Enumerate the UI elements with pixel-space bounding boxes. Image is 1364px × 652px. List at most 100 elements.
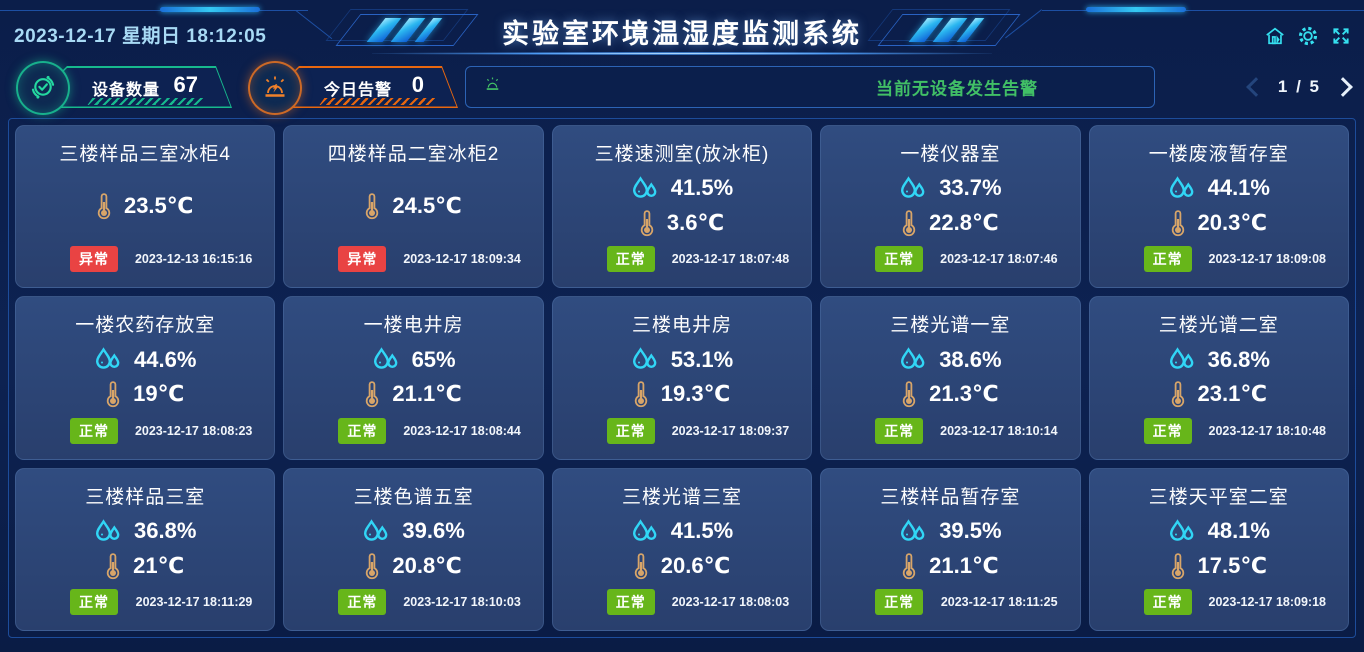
thermometer-icon: [97, 192, 111, 220]
room-name: 三楼光谱二室: [1158, 315, 1279, 337]
temperature-value: 20.3℃: [1197, 209, 1268, 235]
humidity-icon: [631, 176, 658, 201]
card-metrics: 33.7% 22.8℃: [821, 166, 1079, 246]
humidity-metric: 38.6%: [821, 347, 1079, 373]
timestamp: 2023-12-17 18:10:03: [403, 594, 521, 609]
room-card[interactable]: 三楼光谱一室 38.6%: [820, 296, 1081, 460]
temperature-metric: 22.8℃: [821, 209, 1079, 237]
room-name: 三楼样品暂存室: [880, 486, 1021, 508]
timestamp: 2023-12-17 18:11:29: [135, 594, 253, 609]
card-footer: 正常 2023-12-17 18:09:37: [553, 417, 811, 444]
alarm-widget-hatch: [319, 98, 437, 105]
thermometer-icon: [106, 552, 120, 580]
room-name: 一楼仪器室: [900, 144, 1001, 165]
humidity-icon: [94, 347, 121, 372]
header-deco-line-right: [1042, 10, 1364, 11]
room-card[interactable]: 三楼光谱三室 41.5%: [551, 467, 813, 631]
humidity-icon: [1168, 176, 1195, 201]
room-name: 三楼电井房: [631, 315, 732, 337]
room-card[interactable]: 三楼天平室二室 48.1%: [1088, 467, 1349, 631]
header-deco-line-left: [0, 10, 308, 11]
home-icon[interactable]: [1264, 25, 1286, 47]
card-footer: 正常 2023-12-17 18:08:03: [553, 588, 811, 615]
status-badge: 正常: [1143, 588, 1192, 615]
humidity-value: 38.6%: [939, 346, 1002, 372]
card-footer: 正常 2023-12-17 18:10:03: [284, 588, 542, 615]
card-metrics: 65% 21.1℃: [284, 337, 542, 417]
room-card[interactable]: 一楼废液暂存室 44.1%: [1088, 125, 1349, 289]
temperature-value: 19.3℃: [660, 381, 731, 407]
today-alarm-value: 0: [411, 72, 424, 97]
status-badge: 正常: [1143, 246, 1192, 273]
thermometer-icon: [902, 380, 916, 408]
humidity-icon: [362, 518, 389, 544]
room-name: 一楼农药存放室: [75, 315, 216, 337]
next-page-button[interactable]: [1333, 77, 1353, 97]
card-footer: 正常 2023-12-17 18:09:18: [1090, 588, 1348, 615]
room-card[interactable]: 三楼电井房 53.1%: [551, 296, 813, 460]
thermometer-icon: [1171, 209, 1185, 237]
humidity-value: 65%: [411, 346, 456, 372]
room-card[interactable]: 四楼样品二室冰柜2: [283, 125, 544, 289]
header-glow-bar-right: [1086, 7, 1186, 12]
timestamp: 2023-12-17 18:11:25: [940, 594, 1058, 609]
humidity-value: 36.8%: [134, 518, 197, 544]
status-badge: 正常: [875, 246, 924, 273]
room-card[interactable]: 三楼样品三室冰柜4: [15, 125, 276, 289]
card-metrics: 41.5% 20.6℃: [553, 509, 811, 589]
thermometer-icon: [365, 192, 379, 220]
room-card[interactable]: 一楼农药存放室 44.6%: [15, 296, 276, 460]
room-card[interactable]: 三楼样品三室 36.8%: [15, 467, 276, 631]
room-card[interactable]: 三楼速测室(放冰柜) 41.5%: [551, 125, 813, 289]
timestamp: 2023-12-17 18:09:34: [403, 252, 521, 267]
status-badge: 正常: [1143, 417, 1192, 444]
temperature-metric: 20.8℃: [284, 552, 542, 580]
status-badge: 正常: [338, 417, 387, 444]
room-card[interactable]: 一楼电井房 65%: [283, 296, 544, 460]
thermometer-icon: [634, 380, 648, 408]
prev-page-button[interactable]: [1246, 77, 1266, 97]
humidity-metric: 65%: [284, 347, 542, 373]
room-card[interactable]: 三楼样品暂存室 39.5%: [820, 467, 1081, 631]
room-card[interactable]: 三楼光谱二室 36.8%: [1088, 296, 1349, 460]
room-name: 三楼样品三室冰柜4: [59, 144, 231, 165]
temperature-metric: 19℃: [16, 380, 274, 408]
temperature-metric: 23.1℃: [1090, 380, 1348, 408]
room-card[interactable]: 一楼仪器室 33.7%: [820, 125, 1081, 289]
device-widget-hatch: [87, 98, 205, 105]
card-footer: 正常 2023-12-17 18:08:44: [284, 417, 542, 444]
card-footer: 正常 2023-12-17 18:07:48: [553, 246, 811, 273]
humidity-metric: 44.1%: [1090, 175, 1348, 201]
temperature-metric: 3.6℃: [553, 209, 811, 237]
temperature-metric: 20.6℃: [553, 552, 811, 580]
timestamp: 2023-12-17 18:10:48: [1208, 423, 1326, 438]
status-badge: 正常: [875, 588, 924, 615]
card-metrics: 44.6% 19℃: [16, 337, 274, 417]
status-badge: 异常: [338, 246, 387, 273]
card-metrics: 36.8% 23.1℃: [1090, 337, 1348, 417]
title-underline-glow: [372, 52, 992, 55]
fullscreen-icon[interactable]: [1330, 25, 1352, 47]
humidity-metric: 39.5%: [821, 518, 1079, 544]
timestamp: 2023-12-17 18:08:44: [403, 423, 521, 438]
humidity-value: 33.7%: [939, 175, 1002, 201]
card-metrics: 38.6% 21.3℃: [821, 337, 1079, 417]
humidity-icon: [1168, 347, 1195, 372]
humidity-value: 41.5%: [670, 518, 734, 544]
status-badge: 正常: [875, 417, 924, 444]
header-glow-bar-left: [160, 7, 260, 12]
stats-row: 设备数量 67 今日告警 0: [0, 61, 1364, 115]
temperature-value: 22.8℃: [929, 209, 999, 235]
alert-message-bar: 当前无设备发生告警: [465, 66, 1155, 108]
humidity-icon: [899, 347, 926, 372]
humidity-metric: 44.6%: [16, 347, 274, 373]
humidity-value: 39.5%: [939, 518, 1002, 544]
card-footer: 正常 2023-12-17 18:08:23: [16, 417, 274, 444]
room-card[interactable]: 三楼色谱五室 39.6%: [283, 467, 544, 631]
card-footer: 异常 2023-12-13 16:15:16: [16, 246, 274, 273]
humidity-metric: 41.5%: [553, 518, 811, 544]
settings-icon[interactable]: [1297, 25, 1319, 47]
today-alarm-label: 今日告警: [324, 82, 393, 99]
humidity-value: 39.6%: [402, 518, 465, 544]
humidity-metric: 53.1%: [553, 347, 811, 373]
